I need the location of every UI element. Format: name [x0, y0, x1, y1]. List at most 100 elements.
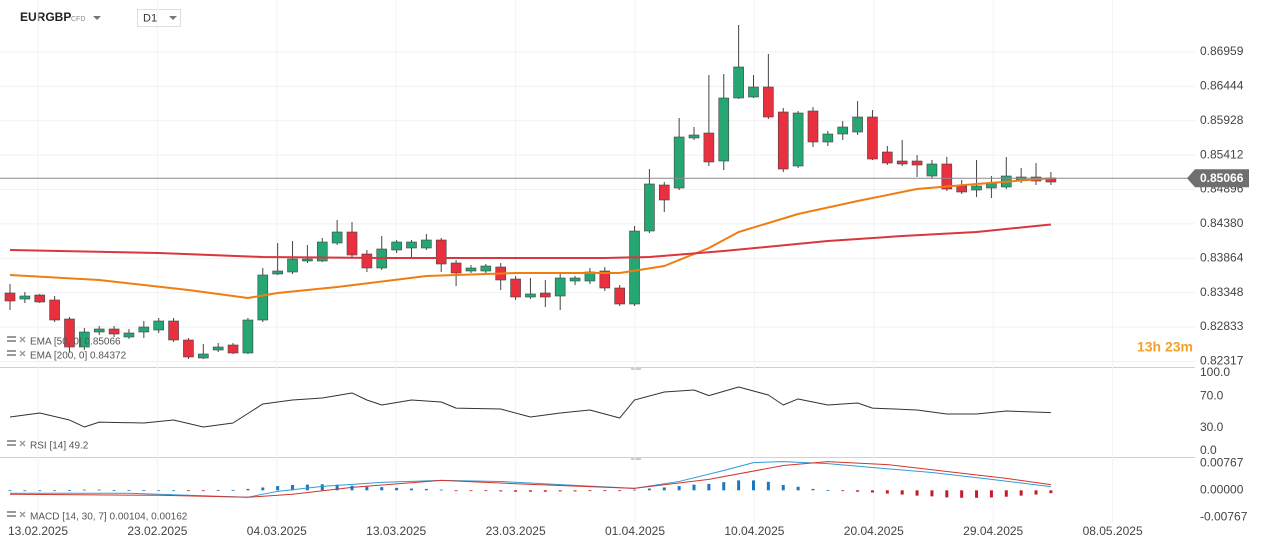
- x-tick-label: 10.04.2025: [724, 524, 784, 538]
- macd-histogram-bar: [365, 486, 369, 491]
- macd-histogram-bar: [291, 484, 295, 491]
- candle-body: [852, 116, 863, 133]
- x-tick-label: 13.03.2025: [366, 524, 426, 538]
- candle-body: [882, 151, 893, 164]
- macd-histogram-bar: [633, 489, 637, 491]
- candle-body: [227, 344, 239, 354]
- candle-body: [748, 86, 759, 98]
- y-tick-label: 0.82833: [1200, 319, 1244, 333]
- candle-body: [391, 241, 402, 251]
- macd-histogram-bar: [335, 484, 339, 491]
- candle-body: [763, 86, 774, 118]
- x-tick-label: 20.04.2025: [844, 524, 904, 538]
- macd-histogram-bar: [692, 484, 696, 491]
- legend-remove-icon[interactable]: [19, 511, 26, 518]
- candle-body: [733, 66, 744, 99]
- y-tick-label: 0.83348: [1200, 285, 1244, 299]
- candle-body: [867, 116, 878, 160]
- legend-rsi[interactable]: RSI [14] 49.2: [7, 440, 89, 452]
- candle-body: [941, 163, 953, 190]
- candle-body: [198, 353, 209, 359]
- macd-histogram-bar: [930, 490, 934, 497]
- legend-macd[interactable]: MACD [14, 30, 7] 0.00104, 0.00162: [7, 511, 188, 523]
- y-tick-label: 0.85412: [1200, 147, 1244, 161]
- candle-body: [64, 318, 75, 348]
- candle-body: [807, 110, 819, 143]
- rsi-tick-label: 30.0: [1200, 420, 1224, 434]
- macd-histogram-bar: [380, 487, 384, 491]
- candle-body: [525, 293, 536, 298]
- x-tick-label: 13.02.2025: [8, 524, 68, 538]
- candle-body: [272, 270, 283, 275]
- macd-histogram-bar: [97, 489, 101, 491]
- legend-remove-icon[interactable]: [19, 336, 26, 343]
- macd-histogram-bar: [811, 488, 815, 491]
- candle-body: [777, 111, 789, 170]
- rsi-tick-label: 0.0: [1200, 443, 1217, 457]
- rsi-line: [9, 386, 1051, 428]
- macd-histogram-bar: [53, 490, 57, 492]
- macd-histogram-bar: [82, 489, 86, 491]
- y-tick-label: 0.82317: [1200, 354, 1244, 368]
- current-price-tag: [1187, 169, 1249, 188]
- timeframe-select[interactable]: [137, 9, 181, 27]
- x-tick-label: 23.02.2025: [127, 524, 187, 538]
- candle-body: [911, 160, 923, 166]
- candle-body: [896, 160, 908, 165]
- ema-line: [9, 223, 1052, 259]
- macd-histogram-bar: [796, 486, 800, 491]
- candle-body: [421, 239, 432, 249]
- macd-histogram-bar: [603, 490, 607, 492]
- candle-body: [123, 332, 135, 338]
- legend-remove-icon[interactable]: [19, 440, 26, 447]
- timeframe[interactable]: D1: [143, 12, 157, 24]
- candle-body: [346, 231, 358, 256]
- macd-histogram-bar: [276, 486, 280, 491]
- candle-body: [644, 183, 655, 232]
- candle-body: [108, 328, 120, 335]
- macd-histogram-bar: [752, 480, 755, 491]
- candle-body: [673, 136, 685, 189]
- macd-histogram-bar: [172, 490, 176, 492]
- macd-histogram-bar: [127, 489, 131, 491]
- overlay: 0.869590.864440.859280.854120.848960.843…: [0, 44, 1249, 538]
- macd-histogram-bar: [350, 485, 354, 491]
- macd-histogram-bar: [112, 489, 116, 491]
- legend-ema200[interactable]: EMA [200, 0] 0.84372: [7, 350, 127, 362]
- macd-histogram-bar: [231, 489, 235, 491]
- current-price-label: 0.85066: [1200, 171, 1244, 185]
- candle-body: [79, 331, 90, 348]
- legend-remove-icon[interactable]: [19, 350, 26, 357]
- macd-tick-label: 0.00767: [1200, 455, 1244, 469]
- candle-body: [554, 277, 566, 297]
- candle-countdown: 13h 23m: [1137, 339, 1193, 355]
- macd-histogram-bar: [320, 484, 324, 491]
- macd-histogram-bar: [1034, 490, 1038, 495]
- macd-histogram-bar: [201, 490, 205, 492]
- candle-body: [257, 274, 269, 321]
- candle-body: [614, 287, 625, 305]
- legend-entry: RSI [14] 49.2: [30, 441, 89, 452]
- macd-histogram-bar: [766, 481, 770, 491]
- timeframe-dropdown-arrow[interactable]: [169, 16, 177, 20]
- candle-body: [688, 134, 700, 139]
- macd-histogram-bar: [885, 490, 889, 494]
- macd-histogram-bar: [989, 490, 993, 498]
- candle-body: [406, 241, 417, 249]
- legend-icon: [7, 340, 16, 342]
- macd-histogram-bar: [142, 489, 146, 491]
- legend-icon: [7, 440, 16, 442]
- legend-icon: [7, 511, 16, 513]
- macd-histogram-bar: [826, 489, 830, 491]
- macd-histogram-bar: [1019, 490, 1023, 496]
- symbol-dropdown-arrow[interactable]: [93, 16, 101, 20]
- macd-histogram-bar: [424, 488, 428, 491]
- y-tick-label: 0.84380: [1200, 216, 1244, 230]
- macd-histogram-bar: [677, 486, 681, 491]
- legend-ema50[interactable]: EMA [50, 0] 0.85066: [7, 336, 121, 348]
- candle-body: [4, 292, 16, 302]
- symbol[interactable]: EURGBP: [20, 10, 71, 24]
- candle-body: [287, 258, 298, 273]
- instrument-type: CFD: [71, 16, 85, 23]
